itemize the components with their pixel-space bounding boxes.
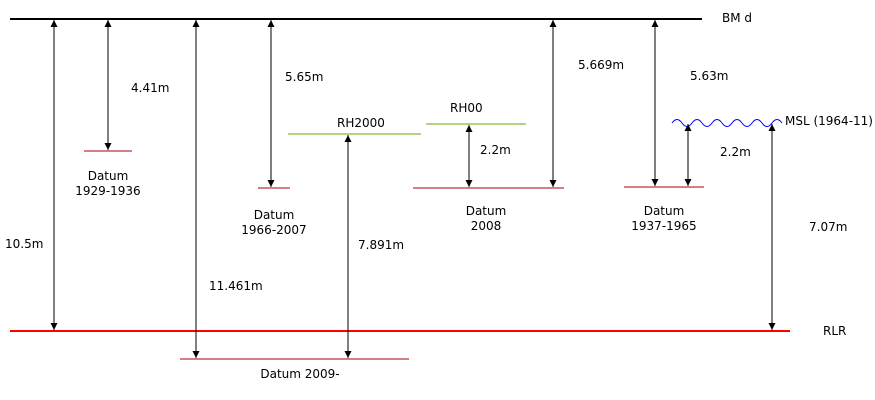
datum-1966-label: Datum	[254, 208, 295, 222]
measure-7-891: 7.891m	[358, 238, 404, 252]
rlr-label: RLR	[823, 324, 846, 338]
measure-5-669: 5.669m	[578, 58, 624, 72]
datum-1929-years: 1929-1936	[75, 184, 140, 198]
measure-10-5: 10.5m	[5, 237, 43, 251]
datum-1937-years: 1937-1965	[631, 219, 696, 233]
datum-1966-years: 1966-2007	[241, 223, 306, 237]
measure-2-2-msl: 2.2m	[720, 145, 751, 159]
measure-7-07: 7.07m	[809, 220, 847, 234]
rh2000-label: RH2000	[337, 116, 385, 130]
datum-2008-years: 2008	[471, 219, 502, 233]
datum-2009-label: Datum 2009-	[260, 367, 339, 381]
msl-label: MSL (1964-11)	[785, 114, 873, 128]
measure-11-461: 11.461m	[209, 279, 263, 293]
measure-2-2-rh00: 2.2m	[480, 143, 511, 157]
datum-2008-label: Datum	[466, 204, 507, 218]
datum-1929-label: Datum	[88, 169, 129, 183]
rh00-label: RH00	[450, 101, 483, 115]
measure-5-65: 5.65m	[285, 70, 323, 84]
bm-label: BM d	[722, 11, 752, 25]
measure-4-41: 4.41m	[131, 81, 169, 95]
measure-5-63: 5.63m	[690, 69, 728, 83]
datum-1937-label: Datum	[644, 204, 685, 218]
